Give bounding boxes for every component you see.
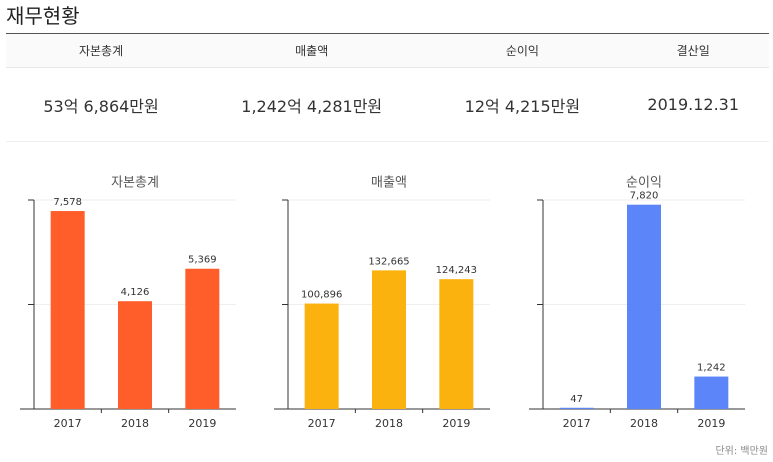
table-cell: 1,242억 4,281만원: [196, 67, 428, 142]
value-label: 7,820: [630, 191, 659, 202]
bar: [694, 376, 729, 409]
table-header: 자본총계: [6, 33, 197, 68]
bar: [627, 204, 661, 409]
x-tick-label: 2018: [375, 417, 403, 430]
value-label: 1,242: [697, 363, 726, 374]
unit-note: 단위: 백만원: [715, 444, 768, 457]
summary-table: 자본총계 매출액 순이익 결산일 53억 6,864만원 1,242억 4,28…: [6, 33, 769, 142]
chart-title: 순이익: [626, 176, 662, 191]
value-label: 47: [570, 394, 583, 405]
bar: [304, 303, 339, 409]
value-label: 100,896: [301, 290, 342, 301]
value-label: 4,126: [121, 287, 150, 298]
table-cell: 2019.12.31: [617, 67, 769, 142]
x-tick-label: 2019: [442, 417, 470, 430]
value-label: 5,369: [188, 255, 217, 266]
x-tick-label: 2019: [697, 417, 725, 430]
bar: [118, 301, 152, 409]
table-cell: 53억 6,864만원: [6, 67, 197, 142]
table-cell: 12억 4,215만원: [427, 67, 618, 142]
value-label: 132,665: [368, 256, 409, 267]
x-tick-label: 2017: [54, 417, 82, 430]
chart-title: 자본총계: [111, 176, 159, 191]
table-header: 매출액: [196, 33, 428, 68]
x-tick-label: 2018: [630, 417, 658, 430]
x-tick-label: 2017: [563, 417, 591, 430]
x-tick-label: 2019: [188, 417, 216, 430]
table-header: 결산일: [617, 33, 769, 68]
page-title: 재무현황: [6, 4, 80, 28]
bar: [372, 270, 406, 409]
x-tick-label: 2017: [308, 417, 336, 430]
x-tick-label: 2018: [121, 417, 149, 430]
value-label: 124,243: [436, 265, 477, 276]
table-header: 순이익: [427, 33, 618, 68]
bar: [439, 279, 474, 409]
bar: [185, 268, 220, 409]
bar: [559, 407, 594, 409]
chart-title: 매출액: [371, 176, 407, 191]
bar: [50, 211, 85, 409]
value-label: 7,578: [53, 197, 82, 208]
